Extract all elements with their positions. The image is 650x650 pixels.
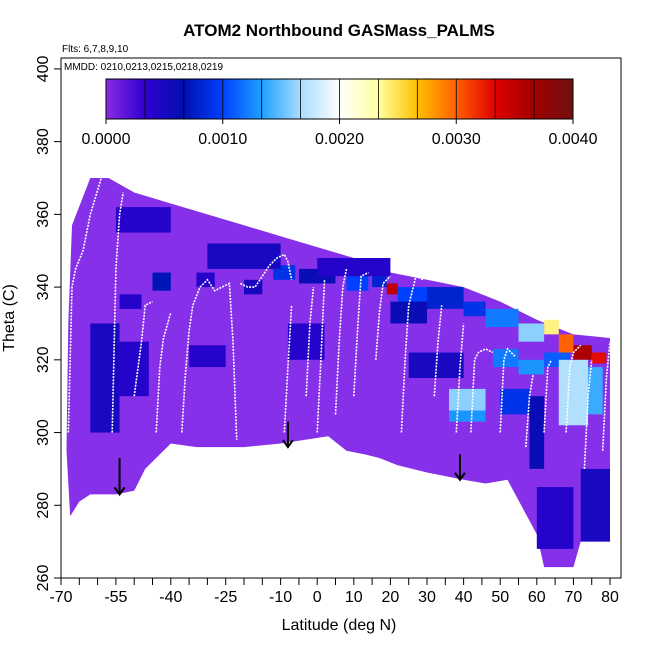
x-tick-label: 20 — [382, 589, 400, 606]
colorbar-tick-label: 0.0000 — [82, 131, 131, 148]
x-tick-label: 80 — [601, 589, 619, 606]
flight-track — [67, 177, 103, 433]
colorbar-tick-label: 0.0020 — [315, 131, 364, 148]
arrow-head — [282, 439, 294, 449]
arrow-head — [113, 486, 126, 497]
flight-track — [583, 359, 593, 469]
heatmap-cell — [115, 207, 171, 233]
heatmap-cell — [463, 301, 486, 317]
colorbar-tick-label: 0.0030 — [432, 131, 481, 148]
flight-track — [525, 374, 534, 448]
x-tick-label: 40 — [455, 589, 473, 606]
heatmap-cell — [90, 323, 120, 433]
x-tick-label: 50 — [491, 589, 509, 606]
x-tick-label: 0 — [313, 589, 322, 606]
heatmap-cells — [90, 207, 611, 549]
heatmap-cell — [189, 345, 226, 368]
heatmap-cell — [529, 396, 545, 469]
heatmap-cell — [580, 468, 611, 542]
heatmap-cell — [558, 359, 589, 426]
flight-track — [111, 192, 124, 433]
plot-frame — [60, 57, 622, 579]
flight-track — [470, 348, 494, 433]
heatmap-cell — [448, 410, 486, 422]
flight-track — [155, 312, 172, 433]
x-tick-label: 10 — [345, 589, 363, 606]
x-axis-label: Latitude (deg N) — [282, 617, 397, 634]
y-axis: 260 280 300 320 340 360 380 400 — [35, 55, 61, 591]
heatmap-cell — [427, 287, 464, 309]
y-tick-label: 320 — [35, 346, 52, 373]
heatmap-cell — [588, 367, 603, 415]
y-tick-label: 280 — [35, 492, 52, 519]
heatmap-cell — [558, 334, 574, 353]
heatmap-cell — [207, 243, 281, 269]
y-axis-label: Theta (C) — [1, 284, 18, 352]
flight-track — [305, 287, 315, 397]
y-tick-label: 400 — [35, 55, 52, 82]
heatmap-cell — [119, 294, 142, 309]
x-tick-label: -25 — [214, 589, 237, 606]
heatmap-cell — [119, 341, 149, 397]
heatmap-cell — [152, 272, 171, 291]
x-tick-label: 30 — [418, 589, 436, 606]
colorbar-tick-label: 0.0010 — [198, 131, 247, 148]
heatmap-cell — [536, 487, 574, 549]
flight-tracks — [67, 177, 611, 469]
dates-annotation: MMDD: 0210,0213,0215,0218,0219 — [64, 62, 223, 73]
heatmap-cell — [492, 348, 519, 368]
flight-track — [283, 305, 293, 433]
x-axis: -70 -55 -40 -25 -10 0 10 20 30 40 50 60 70 80 — [49, 578, 619, 606]
flight-track — [375, 275, 391, 360]
heatmap-cell — [518, 323, 545, 342]
colorbar: 0.0000 0.0010 0.0020 0.0030 0.0040 — [82, 78, 598, 148]
flight-track — [543, 359, 553, 433]
flight-track — [239, 253, 293, 288]
heatmap-cell — [397, 287, 428, 306]
flight-track — [181, 278, 238, 440]
flight-track — [400, 275, 424, 433]
heatmap-cell — [287, 323, 325, 360]
chart-title: ATOM2 Northbound GASMass_PALMS — [183, 21, 495, 40]
y-tick-label: 300 — [35, 419, 52, 446]
x-tick-label: 60 — [528, 589, 546, 606]
x-tick-label: -40 — [159, 589, 182, 606]
colorbar-ticks: 0.0000 0.0010 0.0020 0.0030 0.0040 — [82, 119, 598, 148]
x-tick-label: -70 — [49, 589, 72, 606]
heatmap-cell — [518, 359, 545, 375]
flight-track — [316, 279, 326, 433]
heatmap-cell — [485, 308, 519, 328]
x-tick-label: -10 — [269, 589, 292, 606]
flight-track — [334, 268, 348, 415]
heatmap-cell — [346, 272, 369, 291]
y-tick-label: 260 — [35, 565, 52, 592]
heatmap-cell — [544, 319, 559, 335]
flight-track — [353, 271, 369, 397]
heatmap-cell — [573, 345, 592, 360]
heatmap-cell — [448, 388, 486, 411]
heatmap-cell — [317, 258, 391, 277]
heatmap-cell — [408, 352, 464, 378]
y-tick-label: 360 — [35, 201, 52, 228]
flight-track — [433, 305, 443, 397]
flight-track — [133, 300, 153, 397]
heatmap-cell — [591, 352, 607, 364]
x-tick-label: -55 — [104, 589, 127, 606]
flight-track — [601, 341, 611, 451]
colorbar-dividers — [144, 79, 535, 119]
colorbar-tick-label: 0.0040 — [549, 131, 598, 148]
y-tick-label: 380 — [35, 128, 52, 155]
y-tick-label: 340 — [35, 274, 52, 301]
heatmap-cell — [500, 388, 530, 415]
flight-track — [455, 323, 465, 433]
x-tick-label: 70 — [565, 589, 583, 606]
flights-annotation: Flts: 6,7,8,9,10 — [62, 44, 129, 55]
flight-track — [499, 347, 516, 433]
heatmap-cell — [196, 272, 215, 288]
arrow-head — [454, 472, 466, 482]
arrows — [113, 421, 466, 497]
heatmap-cell — [386, 283, 398, 295]
flight-track — [565, 344, 582, 433]
